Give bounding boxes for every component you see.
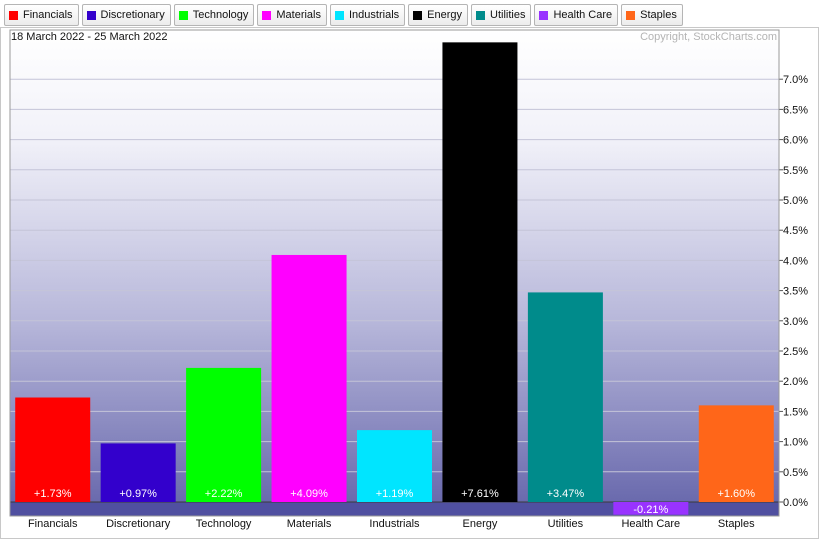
y-tick-label: 0.0%: [783, 497, 808, 509]
x-tick-label: Financials: [28, 518, 78, 530]
data-label: +1.19%: [376, 488, 414, 500]
data-label: +4.09%: [290, 488, 328, 500]
y-tick-label: 6.5%: [783, 104, 808, 116]
y-tick-label: 3.0%: [783, 316, 808, 328]
legend-swatch: [86, 10, 96, 20]
legend: Financials Discretionary Technology Materia…: [4, 4, 683, 26]
plot-border: [9, 29, 780, 517]
bar-technology: [186, 367, 262, 502]
x-axis: Financials Discretionary Technology Materia…: [28, 518, 755, 530]
legend-label: Health Care: [553, 9, 613, 21]
y-tick-label: 5.5%: [783, 165, 808, 177]
x-tick-label: Discretionary: [106, 518, 171, 530]
y-tick-label: 4.0%: [783, 255, 808, 267]
legend-swatch: [262, 10, 272, 20]
legend-label: Discretionary: [100, 9, 165, 21]
data-label: +0.97%: [119, 488, 157, 500]
y-tick-label: 1.5%: [783, 406, 808, 418]
y-tick-label: 2.5%: [783, 346, 808, 358]
legend-label: Financials: [23, 9, 73, 21]
legend-swatch: [626, 10, 636, 20]
date-range: 18 March 2022 - 25 March 2022: [11, 31, 168, 43]
data-label: +7.61%: [461, 488, 499, 500]
data-label: +1.73%: [34, 488, 72, 500]
bar-financials: [15, 397, 91, 502]
legend-item-materials[interactable]: Materials: [257, 4, 327, 26]
bar-health-care: [613, 502, 689, 515]
negative-zone: [10, 502, 779, 516]
data-label: -0.21%: [633, 504, 668, 516]
x-tick-label: Health Care: [621, 518, 680, 530]
y-tick-label: 5.0%: [783, 195, 808, 207]
x-tick-label: Technology: [196, 518, 252, 530]
y-tick-label: 3.5%: [783, 286, 808, 298]
legend-swatch: [335, 10, 344, 20]
y-tick-label: 6.0%: [783, 135, 808, 147]
bar-industrials: [357, 430, 432, 502]
data-label: +1.60%: [717, 488, 755, 500]
y-tick-label: 1.0%: [783, 437, 808, 449]
bar-utilities: [527, 292, 603, 502]
legend-item-industrials[interactable]: Industrials: [330, 4, 406, 26]
x-tick-label: Utilities: [548, 518, 584, 530]
data-label: +3.47%: [547, 488, 585, 500]
y-tick-label: 7.0%: [783, 74, 808, 86]
x-tick-label: Staples: [718, 518, 755, 530]
y-axis: 0.0% 0.5% 1.0% 1.5% 2.0% 2.5% 3.0% 3.5% 4.0% 4.5%…: [779, 74, 808, 509]
legend-label: Staples: [640, 9, 677, 21]
legend-label: Materials: [276, 9, 321, 21]
legend-item-technology[interactable]: Technology: [173, 4, 255, 26]
legend-item-utilities[interactable]: Utilities: [471, 4, 532, 26]
legend-label: Industrials: [349, 9, 400, 21]
data-label: +2.22%: [205, 488, 243, 500]
bar-staples: [698, 405, 774, 502]
bar-discretionary: [100, 443, 176, 502]
bar-energy: [442, 42, 518, 503]
x-tick-label: Energy: [463, 518, 498, 530]
bars: [15, 42, 774, 515]
legend-label: Utilities: [490, 9, 526, 21]
copyright-text: Copyright, StockCharts.com: [640, 31, 777, 43]
legend-swatch: [476, 10, 485, 20]
bar-materials: [271, 254, 347, 502]
legend-label: Energy: [427, 9, 462, 21]
legend-swatch: [9, 10, 18, 20]
legend-item-discretionary[interactable]: Discretionary: [81, 4, 171, 26]
y-tick-label: 0.5%: [783, 467, 808, 479]
legend-item-energy[interactable]: Energy: [408, 4, 468, 26]
x-tick-label: Materials: [287, 518, 332, 530]
data-labels: +1.73% +0.97% +2.22% +4.09% +1.19% +7.61% +3.4…: [34, 488, 755, 516]
legend-item-financials[interactable]: Financials: [4, 4, 79, 26]
legend-item-staples[interactable]: Staples: [621, 4, 683, 26]
legend-swatch: [178, 10, 188, 20]
y-tick-label: 4.5%: [783, 225, 808, 237]
legend-swatch: [539, 10, 549, 20]
legend-item-health-care[interactable]: Health Care: [534, 4, 619, 26]
y-tick-label: 2.0%: [783, 376, 808, 388]
legend-swatch: [413, 10, 423, 20]
x-tick-label: Industrials: [369, 518, 420, 530]
legend-label: Technology: [192, 9, 249, 21]
